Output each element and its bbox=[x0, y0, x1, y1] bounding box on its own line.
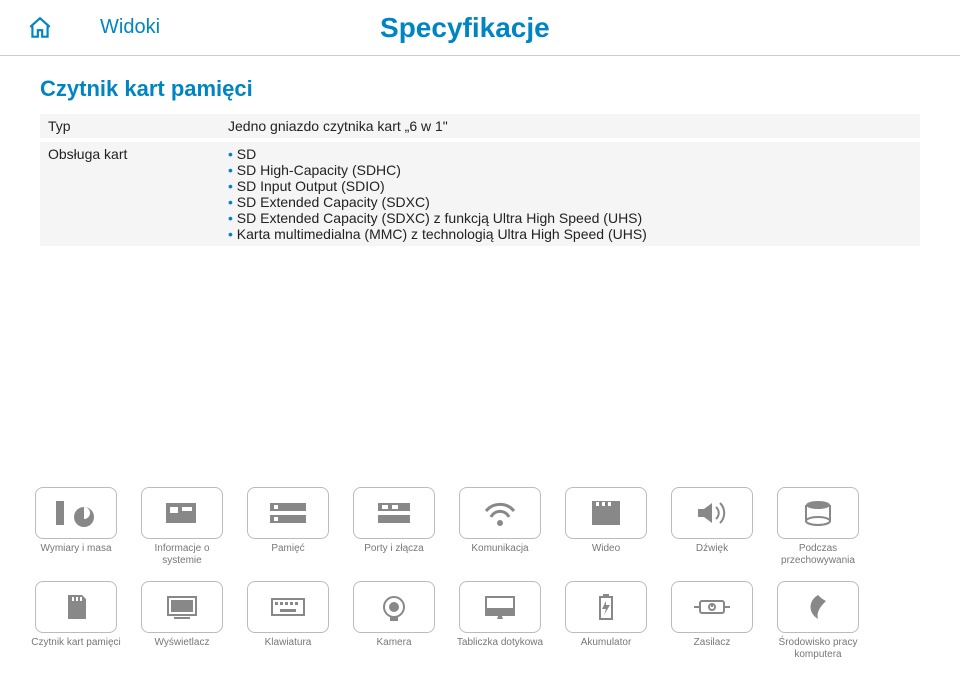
nav-label: Czytnik kart pamięci bbox=[31, 637, 120, 649]
nav-label: Wyświetlacz bbox=[155, 637, 210, 649]
section-title: Czytnik kart pamięci bbox=[40, 76, 920, 102]
nav-label: Komunikacja bbox=[471, 543, 528, 555]
nav-row-1: Wymiary i masa Informacje o systemie Pam… bbox=[30, 487, 930, 567]
list-item: SD bbox=[228, 146, 912, 162]
nav-srodowisko[interactable]: Środowisko pracy komputera bbox=[772, 581, 864, 661]
row-typ: Typ Jedno gniazdo czytnika kart „6 w 1" bbox=[40, 114, 920, 138]
nav-wyswietlacz[interactable]: Wyświetlacz bbox=[136, 581, 228, 661]
nav-porty[interactable]: Porty i złącza bbox=[348, 487, 440, 567]
nav-label: Kamera bbox=[376, 637, 411, 649]
nav-podczas[interactable]: Podczas przechowywania bbox=[772, 487, 864, 567]
nav-komunikacja[interactable]: Komunikacja bbox=[454, 487, 546, 567]
nav-row-2: Czytnik kart pamięci Wyświetlacz Klawiat… bbox=[30, 581, 930, 661]
nav-klawiatura[interactable]: Klawiatura bbox=[242, 581, 334, 661]
nav-tabliczka[interactable]: Tabliczka dotykowa bbox=[454, 581, 546, 661]
content: Czytnik kart pamięci Typ Jedno gniazdo c… bbox=[0, 56, 960, 270]
nav-label: Wymiary i masa bbox=[40, 543, 111, 555]
row-obsluga: Obsługa kart SD SD High-Capacity (SDHC) … bbox=[40, 142, 920, 246]
nav-label: Zasilacz bbox=[694, 637, 731, 649]
typ-value: Jedno gniazdo czytnika kart „6 w 1" bbox=[220, 114, 920, 138]
home-icon[interactable] bbox=[20, 15, 60, 41]
obsluga-value: SD SD High-Capacity (SDHC) SD Input Outp… bbox=[220, 142, 920, 246]
nav-akumulator[interactable]: Akumulator bbox=[560, 581, 652, 661]
nav-label: Środowisko pracy komputera bbox=[772, 637, 864, 661]
list-item: SD Extended Capacity (SDXC) bbox=[228, 194, 912, 210]
nav-kamera[interactable]: Kamera bbox=[348, 581, 440, 661]
nav-label: Klawiatura bbox=[265, 637, 312, 649]
widoki-link[interactable]: Widoki bbox=[100, 16, 160, 39]
nav-label: Pamięć bbox=[271, 543, 304, 555]
nav-wymiary[interactable]: Wymiary i masa bbox=[30, 487, 122, 567]
obsluga-label: Obsługa kart bbox=[40, 142, 220, 246]
nav-label: Porty i złącza bbox=[364, 543, 423, 555]
nav-pamiec[interactable]: Pamięć bbox=[242, 487, 334, 567]
nav-informacje[interactable]: Informacje o systemie bbox=[136, 487, 228, 567]
specs-title: Specyfikacje bbox=[380, 12, 550, 44]
nav-czytnik[interactable]: Czytnik kart pamięci bbox=[30, 581, 122, 661]
list-item: SD Input Output (SDIO) bbox=[228, 178, 912, 194]
nav-label: Tabliczka dotykowa bbox=[457, 637, 543, 649]
list-item: SD Extended Capacity (SDXC) z funkcją Ul… bbox=[228, 210, 912, 226]
nav-zasilacz[interactable]: Zasilacz bbox=[666, 581, 758, 661]
nav-label: Akumulator bbox=[581, 637, 632, 649]
nav-label: Wideo bbox=[592, 543, 620, 555]
nav: Wymiary i masa Informacje o systemie Pam… bbox=[0, 471, 960, 691]
nav-label: Informacje o systemie bbox=[136, 543, 228, 567]
nav-dzwiek[interactable]: Dźwięk bbox=[666, 487, 758, 567]
nav-wideo[interactable]: Wideo bbox=[560, 487, 652, 567]
list-item: Karta multimedialna (MMC) z technologią … bbox=[228, 226, 912, 242]
header: Widoki Specyfikacje bbox=[0, 0, 960, 56]
nav-label: Podczas przechowywania bbox=[772, 543, 864, 567]
typ-label: Typ bbox=[40, 114, 220, 138]
list-item: SD High-Capacity (SDHC) bbox=[228, 162, 912, 178]
nav-label: Dźwięk bbox=[696, 543, 728, 555]
